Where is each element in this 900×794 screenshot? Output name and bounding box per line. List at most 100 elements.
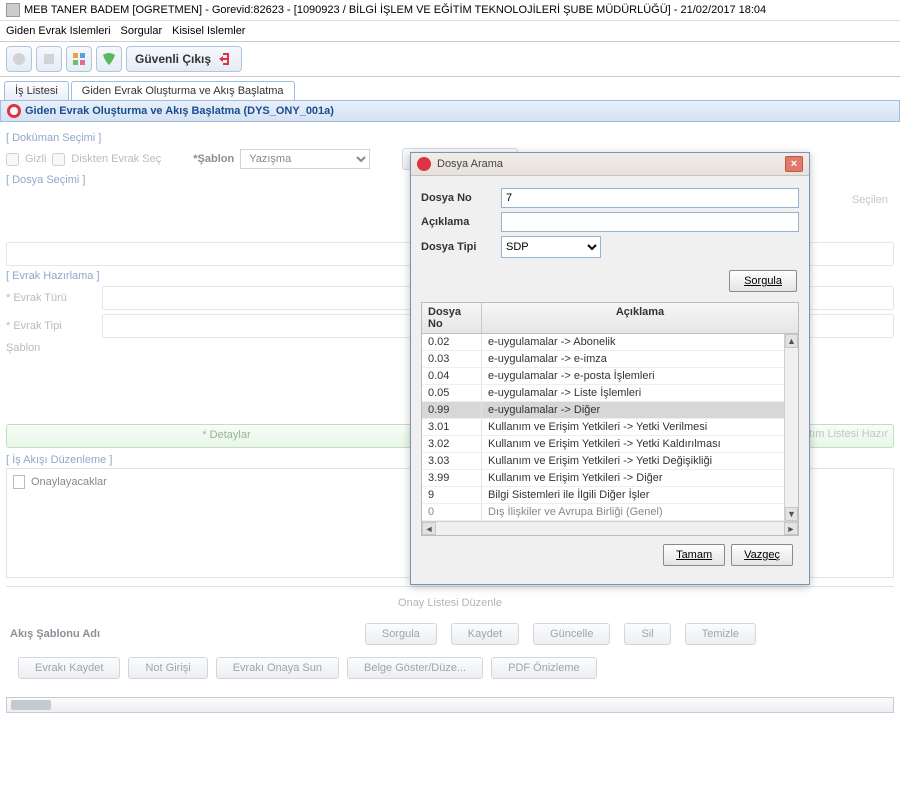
- input-aciklama[interactable]: [501, 212, 799, 232]
- menubar: Giden Evrak Islemleri Sorgular Kisisel I…: [0, 21, 900, 42]
- btn-belge-goster[interactable]: Belge Göster/Düze...: [347, 657, 483, 679]
- tab-bar: İş Listesi Giden Evrak Oluşturma ve Akış…: [0, 77, 900, 100]
- select-dosya-tipi[interactable]: SDP: [501, 236, 601, 258]
- chk-gizli[interactable]: [6, 153, 19, 166]
- window-titlebar: MEB TANER BADEM [OGRETMEN] - Gorevid:826…: [0, 0, 900, 21]
- window-title: MEB TANER BADEM [OGRETMEN] - Gorevid:826…: [24, 4, 766, 16]
- table-row[interactable]: 0.03e-uygulamalar -> e-imza: [422, 351, 798, 368]
- panel-icon: [7, 104, 21, 118]
- close-icon[interactable]: ×: [785, 156, 803, 172]
- toolbar: Güvenli Çıkış: [0, 42, 900, 77]
- cell-aciklama: Kullanım ve Erişim Yetkileri -> Diğer: [482, 470, 798, 486]
- cell-dosya-no: 0: [422, 504, 482, 520]
- toolbar-btn-2[interactable]: [36, 46, 62, 72]
- lbl-disktan: Diskten Evrak Seç: [71, 153, 161, 165]
- lbl-evrak-tipi: * Evrak Tipi: [6, 320, 96, 332]
- cell-aciklama: Dış İlişkiler ve Avrupa Birliği (Genel): [482, 504, 798, 520]
- toolbar-btn-4[interactable]: [96, 46, 122, 72]
- toolbar-btn-1[interactable]: [6, 46, 32, 72]
- btn-tamam[interactable]: Tamam: [663, 544, 725, 566]
- table-row[interactable]: 3.02Kullanım ve Erişim Yetkileri -> Yetk…: [422, 436, 798, 453]
- cell-aciklama: Kullanım ve Erişim Yetkileri -> Yetki De…: [482, 453, 798, 469]
- lbl-gizli: Gizli: [25, 153, 46, 165]
- cell-dosya-no: 3.02: [422, 436, 482, 452]
- table-row[interactable]: 9Bilgi Sistemleri ile İlgili Diğer İşler: [422, 487, 798, 504]
- cell-dosya-no: 9: [422, 487, 482, 503]
- table-row[interactable]: 3.01Kullanım ve Erişim Yetkileri -> Yetk…: [422, 419, 798, 436]
- btn-flow-kaydet[interactable]: Kaydet: [451, 623, 519, 645]
- cell-aciklama: e-uygulamalar -> Diğer: [482, 402, 798, 418]
- btn-vazgec[interactable]: Vazgeç: [731, 544, 793, 566]
- lbl-onay-listesi[interactable]: Onay Listesi Düzenle: [6, 597, 894, 609]
- table-row[interactable]: 3.03Kullanım ve Erişim Yetkileri -> Yetk…: [422, 453, 798, 470]
- scroll-down-icon[interactable]: ▼: [785, 507, 798, 521]
- cell-aciklama: Kullanım ve Erişim Yetkileri -> Yetki Ka…: [482, 436, 798, 452]
- scrollbar-thumb[interactable]: [11, 700, 51, 710]
- table-row[interactable]: 0.02e-uygulamalar -> Abonelik: [422, 334, 798, 351]
- logout-icon: [217, 51, 233, 67]
- grid-vertical-scrollbar[interactable]: ▲ ▼: [784, 334, 798, 521]
- dialog-title-text: Dosya Arama: [437, 158, 503, 170]
- cell-aciklama: e-uygulamalar -> Abonelik: [482, 334, 798, 350]
- grid-header: Dosya No Açıklama: [422, 303, 798, 334]
- table-row[interactable]: 0.05e-uygulamalar -> Liste İşlemleri: [422, 385, 798, 402]
- lbl-aciklama: Açıklama: [421, 216, 501, 228]
- btn-flow-temizle[interactable]: Temizle: [685, 623, 756, 645]
- select-sablon[interactable]: Yazışma: [240, 149, 370, 169]
- btn-onaya-sun[interactable]: Evrakı Onaya Sun: [216, 657, 339, 679]
- btn-evraki-kaydet[interactable]: Evrakı Kaydet: [18, 657, 120, 679]
- dialog-body: Dosya No Açıklama Dosya Tipi SDP Sorgula…: [411, 176, 809, 584]
- lbl-evrak-sablon: Şablon: [6, 342, 96, 354]
- menu-giden[interactable]: Giden Evrak Islemleri: [6, 25, 111, 37]
- cell-dosya-no: 0.04: [422, 368, 482, 384]
- cell-aciklama: Kullanım ve Erişim Yetkileri -> Yetki Ve…: [482, 419, 798, 435]
- col-header-no[interactable]: Dosya No: [422, 303, 482, 333]
- table-row[interactable]: 0Dış İlişkiler ve Avrupa Birliği (Genel): [422, 504, 798, 521]
- cell-aciklama: Bilgi Sistemleri ile İlgili Diğer İşler: [482, 487, 798, 503]
- lbl-evrak-turu: * Evrak Türü: [6, 292, 96, 304]
- lbl-dosya-no: Dosya No: [421, 192, 501, 204]
- menu-kisisel[interactable]: Kisisel Islemler: [172, 25, 245, 37]
- cell-dosya-no: 0.02: [422, 334, 482, 350]
- btn-flow-sil[interactable]: Sil: [624, 623, 670, 645]
- menu-sorgular[interactable]: Sorgular: [121, 25, 163, 37]
- btn-flow-sorgula[interactable]: Sorgula: [365, 623, 437, 645]
- cell-aciklama: e-uygulamalar -> e-posta İşlemleri: [482, 368, 798, 384]
- logout-label: Güvenli Çıkış: [135, 52, 211, 66]
- result-grid: Dosya No Açıklama 0.02e-uygulamalar -> A…: [421, 302, 799, 536]
- table-row[interactable]: 3.99Kullanım ve Erişim Yetkileri -> Diğe…: [422, 470, 798, 487]
- table-row[interactable]: 0.04e-uygulamalar -> e-posta İşlemleri: [422, 368, 798, 385]
- chk-disktan[interactable]: [52, 153, 65, 166]
- tab-giden-evrak[interactable]: Giden Evrak Oluşturma ve Akış Başlatma: [71, 81, 295, 100]
- scroll-right-icon[interactable]: ►: [784, 522, 798, 535]
- toolbar-btn-3[interactable]: [66, 46, 92, 72]
- cell-dosya-no: 0.99: [422, 402, 482, 418]
- col-header-aciklama[interactable]: Açıklama: [482, 303, 798, 333]
- btn-pdf[interactable]: PDF Önizleme: [491, 657, 597, 679]
- dialog-titlebar[interactable]: Dosya Arama ×: [411, 153, 809, 176]
- tab-is-listesi[interactable]: İş Listesi: [4, 81, 69, 100]
- horizontal-scrollbar[interactable]: [6, 697, 894, 713]
- lbl-sablon: *Şablon: [193, 153, 234, 165]
- scroll-up-icon[interactable]: ▲: [785, 334, 798, 348]
- table-row[interactable]: 0.99e-uygulamalar -> Diğer: [422, 402, 798, 419]
- dialog-icon: [417, 157, 431, 171]
- btn-detaylar[interactable]: * Detaylar: [6, 424, 447, 448]
- btn-not-girisi[interactable]: Not Girişi: [128, 657, 207, 679]
- input-dosya-no[interactable]: [501, 188, 799, 208]
- logout-button[interactable]: Güvenli Çıkış: [126, 46, 242, 72]
- document-icon: [13, 475, 25, 489]
- dialog-dosya-arama: Dosya Arama × Dosya No Açıklama Dosya Ti…: [410, 152, 810, 585]
- btn-flow-guncelle[interactable]: Güncelle: [533, 623, 610, 645]
- btn-dlg-sorgula[interactable]: Sorgula: [729, 270, 797, 292]
- lbl-onaylayacaklar: Onaylayacaklar: [31, 476, 107, 488]
- panel-title: Giden Evrak Oluşturma ve Akış Başlatma (…: [0, 100, 900, 122]
- app-icon: [6, 3, 20, 17]
- scroll-left-icon[interactable]: ◄: [422, 522, 436, 535]
- cell-dosya-no: 3.03: [422, 453, 482, 469]
- panel-title-text: Giden Evrak Oluşturma ve Akış Başlatma (…: [25, 105, 334, 117]
- lbl-dosya-tipi: Dosya Tipi: [421, 241, 501, 253]
- cell-aciklama: e-uygulamalar -> Liste İşlemleri: [482, 385, 798, 401]
- grid-horizontal-scrollbar[interactable]: ◄ ►: [422, 521, 798, 535]
- dialog-footer: Tamam Vazgeç: [421, 536, 799, 576]
